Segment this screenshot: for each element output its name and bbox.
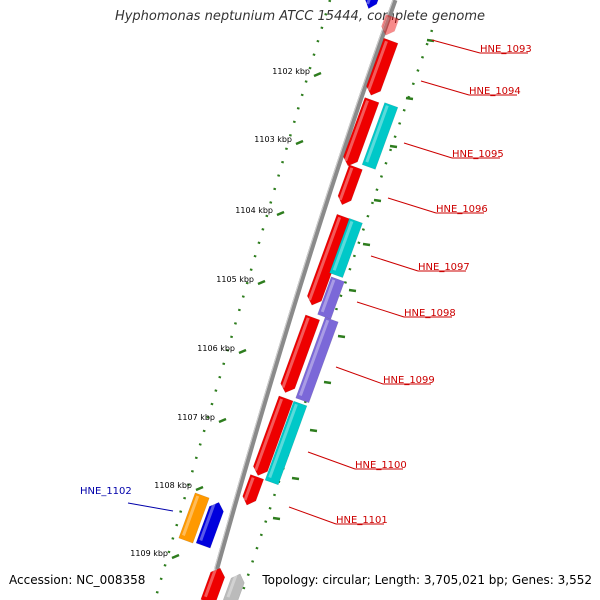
label-leader-line — [370, 255, 419, 272]
ruler-tick — [309, 428, 318, 433]
accession-text: Accession: NC_008358 — [9, 573, 146, 587]
ruler-tick — [389, 144, 398, 149]
genome-backbone — [205, 0, 398, 600]
label-leader-line — [127, 502, 174, 512]
ruler-tick-label: 1106 kbp — [197, 344, 235, 353]
gene-label: HNE_1094 — [469, 86, 521, 97]
gene-feature — [295, 316, 339, 404]
gene-feature — [242, 474, 265, 506]
ruler-tick — [313, 71, 322, 78]
gene-feature — [343, 97, 380, 167]
gene-features — [178, 0, 400, 600]
gene-feature — [200, 567, 226, 600]
gene-feature — [178, 492, 210, 544]
ruler-tick — [218, 417, 227, 424]
ruler-tick-label: 1107 kbp — [177, 413, 215, 422]
ruler-tick — [291, 476, 300, 481]
ruler-tick-label: 1102 kbp — [272, 67, 310, 76]
ruler-tick — [348, 288, 357, 293]
ruler-tick-label: 1109 kbp — [130, 549, 168, 558]
gene-feature — [361, 102, 399, 170]
ruler-tick — [405, 96, 414, 101]
genome-backbone-highlight — [205, 0, 394, 600]
outer-ruler — [153, 0, 332, 600]
ruler-tick-label: 1108 kbp — [154, 481, 192, 490]
ruler-tick — [362, 242, 371, 247]
genome-summary-text: Topology: circular; Length: 3,705,021 bp… — [262, 573, 592, 587]
label-leader-line — [335, 366, 384, 385]
ruler-tick — [195, 485, 204, 492]
ruler-tick — [426, 38, 435, 43]
gene-label: HNE_1099 — [383, 375, 435, 386]
ruler-tick-label: 1104 kbp — [235, 206, 273, 215]
label-leader-line — [420, 80, 470, 96]
label-leaders — [127, 39, 528, 525]
label-leader-line — [387, 197, 437, 214]
gene-feature — [381, 13, 400, 36]
ruler-tick — [337, 334, 346, 339]
gene-label: HNE_1097 — [418, 262, 470, 273]
ruler-tick — [373, 198, 382, 203]
ruler-tick — [272, 516, 281, 521]
gene-feature — [365, 0, 380, 9]
ruler-tick — [171, 553, 180, 560]
gene-feature — [264, 400, 308, 486]
ruler-ticks: 1102 kbp 1103 kbp 1104 kbp 1105 kbp 1106 kbp… — [130, 38, 435, 560]
gene-feature — [222, 573, 245, 600]
label-leader-line — [307, 451, 356, 470]
gene-feature — [253, 395, 294, 476]
gene-feature — [306, 213, 352, 306]
gene-label: HNE_1096 — [436, 204, 488, 215]
ruler-tick-label: 1103 kbp — [254, 135, 292, 144]
gene-feature — [195, 502, 224, 549]
gene-feature — [329, 218, 363, 278]
label-leader-line — [288, 506, 337, 525]
gene-label: HNE_1093 — [480, 44, 532, 55]
gene-labels: HNE_1093 HNE_1094 HNE_1095 HNE_1096 HNE_1097… — [80, 44, 532, 526]
gene-label: HNE_1101 — [336, 515, 388, 526]
gene-feature — [317, 276, 345, 320]
ruler-tick — [257, 279, 266, 286]
gene-feature — [366, 37, 399, 96]
ruler-tick-label: 1105 kbp — [216, 275, 254, 284]
gene-label: HNE_1095 — [452, 149, 504, 160]
label-leader-line — [403, 142, 453, 159]
label-leader-line — [431, 39, 481, 54]
gene-feature — [280, 314, 321, 393]
ruler-tick — [238, 348, 247, 355]
gene-label: HNE_1098 — [404, 308, 456, 319]
ruler-tick — [295, 139, 304, 146]
gene-label: HNE_1102 — [80, 486, 132, 497]
label-leader-line — [356, 301, 405, 318]
gene-feature — [337, 164, 363, 206]
ruler-tick — [323, 380, 332, 385]
gene-label: HNE_1100 — [355, 460, 407, 471]
ruler-tick — [276, 210, 285, 217]
